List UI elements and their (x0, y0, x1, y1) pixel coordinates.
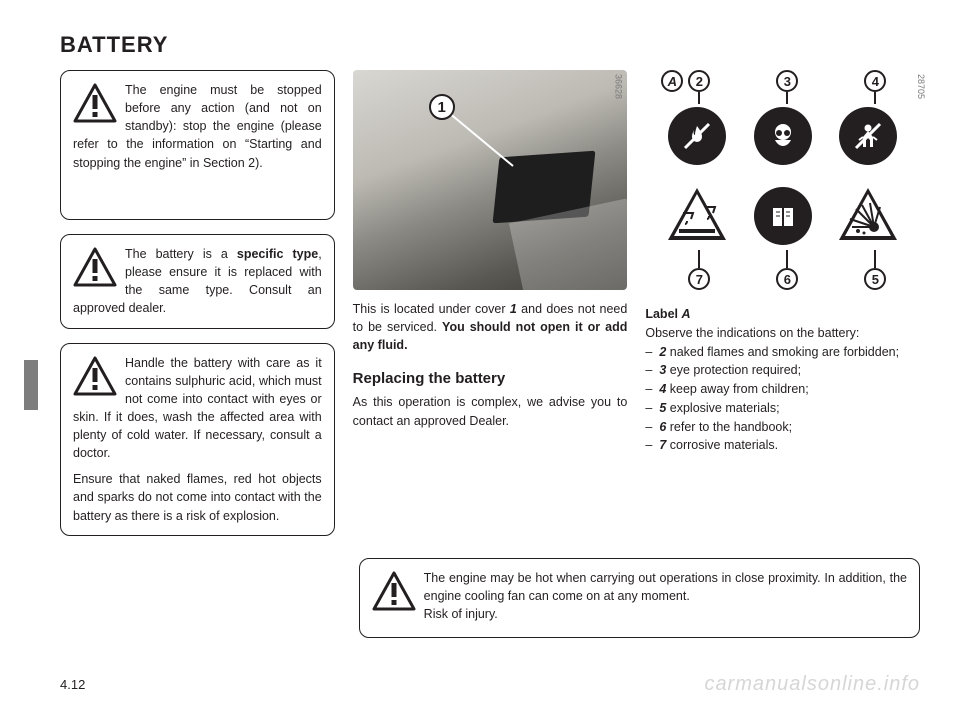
symbol-grid (665, 100, 900, 252)
warning-acid: Handle the battery with care as it conta… (60, 343, 335, 536)
warning-text: Ensure that naked flames, red hot object… (73, 470, 322, 524)
warning-text-part: The battery is a (125, 247, 237, 261)
label-explanation: Label A Observe the indications on the b… (645, 305, 920, 455)
corrosive-icon (665, 185, 729, 248)
warning-icon (372, 571, 416, 611)
warning-engine-stop: The engine must be stopped before any ac… (60, 70, 335, 220)
bottom-row: The engine may be hot when carrying out … (60, 550, 920, 652)
main-columns: The engine must be stopped before any ac… (60, 70, 920, 550)
section-tab (24, 360, 38, 410)
label-num-3: 3 (776, 70, 798, 92)
callout-1: 1 (429, 94, 455, 120)
label-list: –2 naked flames and smoking are forbidde… (645, 343, 920, 456)
warning-text: The engine may be hot when carrying out … (424, 569, 907, 605)
left-column: The engine must be stopped before any ac… (60, 70, 335, 550)
replacing-body: As this operation is complex, we advise … (353, 393, 628, 429)
location-text: This is located under cover 1 and does n… (353, 300, 628, 354)
page-number: 4.12 (60, 677, 85, 692)
page-title: BATTERY (60, 32, 920, 58)
label-letter: A (661, 70, 683, 92)
eye-protection-icon (754, 107, 812, 165)
label-num-7: 7 (688, 268, 710, 290)
handbook-icon (754, 187, 812, 245)
label-num-4: 4 (864, 70, 886, 92)
warning-icon (73, 356, 117, 396)
warning-text: Risk of injury. (424, 605, 907, 623)
warning-icon (73, 83, 117, 123)
no-flame-icon (668, 107, 726, 165)
warning-text-bold: specific type (237, 247, 318, 261)
label-num-6: 6 (776, 268, 798, 290)
label-num-5: 5 (864, 268, 886, 290)
replacing-heading: Replacing the battery (353, 370, 628, 387)
warning-battery-type: The battery is a specific type, please e… (60, 234, 335, 329)
warning-icon (73, 247, 117, 287)
watermark: carmanualsonline.info (704, 673, 920, 696)
battery-photo: 36628 1 (353, 70, 628, 290)
warning-hot-engine: The engine may be hot when carrying out … (359, 558, 920, 638)
explosive-icon (836, 185, 900, 248)
keep-from-children-icon (839, 107, 897, 165)
label-num-2: 2 (688, 70, 710, 92)
right-column: 28705 A 2 3 4 7 6 5 (645, 70, 920, 550)
label-diagram: 28705 A 2 3 4 7 6 5 (645, 70, 920, 295)
image-ref: 28705 (916, 74, 926, 99)
middle-column: 36628 1 This is located under cover 1 an… (353, 70, 628, 550)
